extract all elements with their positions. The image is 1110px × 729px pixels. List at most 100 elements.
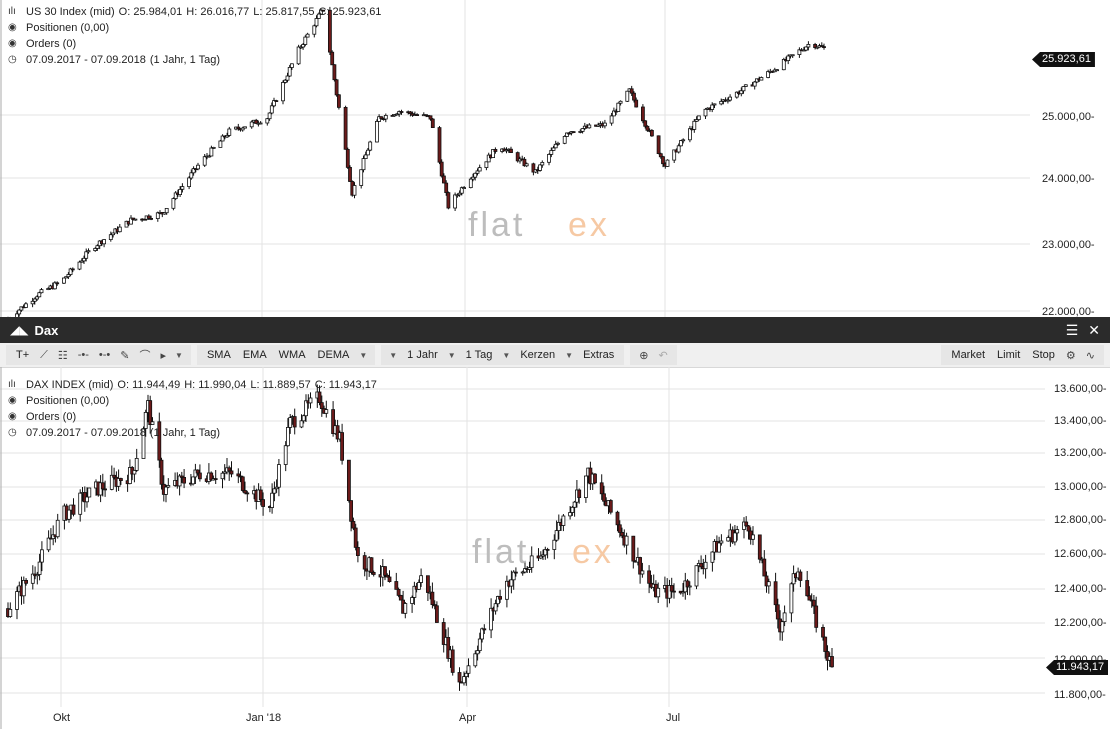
candle bbox=[584, 475, 588, 499]
candle bbox=[40, 549, 44, 563]
us30-chart[interactable]: flat ex 25.000,00- 24.000,00- 23.000,00-… bbox=[0, 0, 1110, 317]
candle bbox=[632, 92, 636, 101]
bottom-orders[interactable]: Orders (0) bbox=[26, 411, 77, 423]
fibonacci-tool-icon[interactable]: ☷ bbox=[57, 349, 68, 362]
candle bbox=[15, 591, 19, 610]
candle bbox=[68, 268, 73, 275]
area-chart-icon: ◢◣ bbox=[10, 323, 29, 337]
bottom-close: C: 11.943,17 bbox=[314, 379, 377, 391]
bottom-instrument-name: DAX INDEX (mid) bbox=[26, 379, 114, 391]
top-orders[interactable]: Orders (0) bbox=[26, 38, 77, 50]
menu-icon[interactable]: ☰ bbox=[1065, 321, 1079, 338]
indicator-ema-button[interactable]: EMA bbox=[242, 349, 267, 361]
candle bbox=[363, 154, 368, 159]
bottom-current-price: 11.943,17 bbox=[1046, 660, 1109, 675]
arc-tool-icon[interactable]: ⌒ bbox=[139, 350, 151, 362]
candle bbox=[267, 112, 272, 120]
wave-icon[interactable]: ∿ bbox=[1085, 349, 1095, 362]
chevron-down-icon[interactable]: ▼ bbox=[389, 350, 398, 360]
candle bbox=[285, 75, 290, 81]
candle bbox=[274, 486, 279, 490]
top-info: ılı US 30 Index (mid) O: 25.984,01 H: 26… bbox=[8, 4, 385, 68]
indicator-dema-button[interactable]: DEMA bbox=[317, 349, 350, 361]
chevron-down-icon[interactable]: ▼ bbox=[359, 350, 368, 360]
pointer-icon[interactable]: ▸ bbox=[160, 349, 167, 362]
bottom-grid bbox=[0, 367, 1045, 707]
line-tool-icon[interactable]: ⟋ bbox=[40, 348, 48, 361]
candle bbox=[616, 102, 621, 112]
candle bbox=[571, 131, 576, 134]
candles-icon: ılı bbox=[8, 6, 16, 17]
candle bbox=[19, 306, 24, 311]
candle bbox=[319, 9, 323, 15]
market-order-button[interactable]: Market bbox=[951, 349, 986, 361]
text-tool-button[interactable]: T+ bbox=[16, 349, 30, 361]
candle bbox=[759, 77, 764, 81]
indicator-sma-button[interactable]: SMA bbox=[206, 349, 231, 361]
candle bbox=[568, 512, 572, 517]
candle bbox=[37, 292, 42, 298]
candle bbox=[726, 99, 730, 102]
candle bbox=[522, 158, 527, 167]
period-select[interactable]: 1 Jahr bbox=[407, 349, 438, 361]
chevron-down-icon[interactable]: ▼ bbox=[502, 350, 511, 360]
undo-icon[interactable]: ↶ bbox=[658, 349, 668, 362]
candle bbox=[399, 111, 404, 113]
candle bbox=[830, 656, 834, 668]
top-orders-row[interactable]: ◉ Orders (0) bbox=[8, 36, 385, 52]
candle bbox=[710, 551, 715, 563]
candle bbox=[346, 459, 351, 501]
candle bbox=[572, 501, 577, 508]
candle bbox=[24, 579, 29, 584]
candle bbox=[679, 140, 683, 147]
candle bbox=[87, 487, 92, 498]
horizontal-line-icon[interactable]: -•- bbox=[77, 349, 89, 361]
candle bbox=[482, 628, 487, 631]
segment-tool-icon[interactable]: •-• bbox=[98, 349, 111, 361]
bottom-positions-row[interactable]: ◉ Positionen (0,00) bbox=[8, 393, 381, 409]
candle bbox=[477, 638, 482, 652]
candle bbox=[634, 99, 639, 108]
chart-type-select[interactable]: Kerzen bbox=[520, 349, 556, 361]
candle bbox=[117, 226, 122, 233]
candle bbox=[734, 91, 739, 98]
candle bbox=[672, 590, 676, 593]
candle bbox=[288, 417, 293, 428]
bottom-orders-row[interactable]: ◉ Orders (0) bbox=[8, 409, 381, 425]
top-close: C: 25.923,61 bbox=[318, 6, 382, 18]
candle bbox=[473, 653, 478, 667]
candle bbox=[258, 122, 263, 125]
zoom-icon[interactable]: ⊕ bbox=[639, 349, 649, 362]
limit-order-button[interactable]: Limit bbox=[997, 349, 1021, 361]
candle bbox=[596, 124, 601, 127]
chevron-down-icon[interactable]: ▼ bbox=[175, 350, 183, 360]
candle bbox=[733, 532, 737, 543]
chevron-down-icon[interactable]: ▼ bbox=[565, 350, 574, 360]
pencil-icon[interactable]: ✎ bbox=[120, 349, 130, 362]
close-icon[interactable]: ✕ bbox=[1088, 321, 1100, 338]
candle bbox=[213, 478, 218, 480]
indicator-wma-button[interactable]: WMA bbox=[278, 349, 306, 361]
candle bbox=[220, 472, 225, 480]
candle bbox=[459, 187, 464, 194]
top-positions[interactable]: Positionen (0,00) bbox=[26, 22, 110, 34]
candle bbox=[475, 650, 480, 655]
top-candles bbox=[7, 6, 826, 317]
candle bbox=[806, 44, 811, 48]
settings-icon[interactable]: ⚙ bbox=[1065, 349, 1076, 362]
candle bbox=[71, 504, 76, 515]
candle bbox=[209, 147, 214, 157]
candle bbox=[694, 565, 699, 587]
candle bbox=[254, 119, 259, 124]
stop-order-button[interactable]: Stop bbox=[1032, 349, 1055, 361]
top-positions-row[interactable]: ◉ Positionen (0,00) bbox=[8, 20, 385, 36]
chevron-down-icon[interactable]: ▼ bbox=[447, 350, 456, 360]
candle bbox=[62, 277, 66, 284]
bottom-positions[interactable]: Positionen (0,00) bbox=[26, 395, 110, 407]
top-high: H: 26.016,77 bbox=[186, 6, 250, 18]
extras-menu[interactable]: Extras bbox=[583, 349, 615, 361]
dax-chart[interactable]: flat ex 11.800,00- 12.000,00- 12.200,00-… bbox=[0, 367, 1110, 729]
candle bbox=[812, 599, 816, 607]
candle bbox=[688, 128, 692, 141]
interval-select[interactable]: 1 Tag bbox=[465, 349, 493, 361]
